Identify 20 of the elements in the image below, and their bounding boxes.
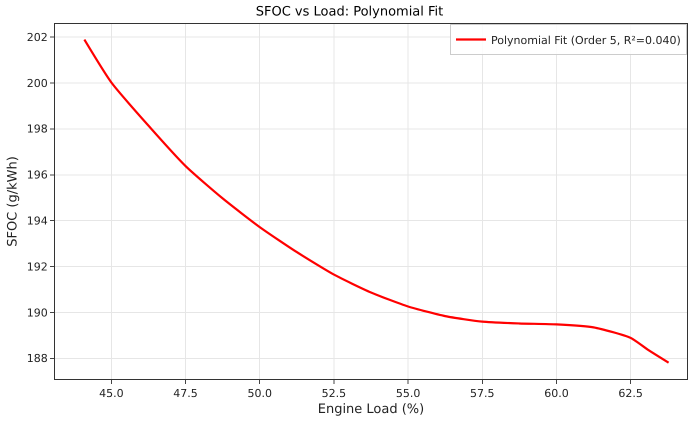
y-tick-label: 192: [26, 260, 48, 274]
y-tick-label: 188: [26, 352, 48, 366]
x-axis-title: Engine Load (%): [318, 402, 424, 417]
y-tick-label: 202: [26, 30, 48, 44]
chart-title: SFOC vs Load: Polynomial Fit: [256, 4, 444, 20]
y-tick-label: 190: [26, 306, 48, 320]
legend-label: Polynomial Fit (Order 5, R²=0.040): [491, 34, 681, 47]
x-tick-label: 47.5: [173, 387, 198, 400]
x-tick-label: 57.5: [470, 387, 495, 400]
y-tick-label: 196: [26, 168, 48, 182]
y-tick-label: 200: [26, 76, 48, 90]
y-tick-label: 198: [26, 122, 48, 136]
x-tick-label: 45.0: [99, 387, 124, 400]
y-axis-title: SFOC (g/kWh): [6, 156, 21, 247]
x-tick-label: 60.0: [544, 387, 569, 400]
x-tick-label: 50.0: [247, 387, 272, 400]
x-tick-label: 52.5: [322, 387, 346, 400]
x-tick-label: 55.0: [396, 387, 420, 400]
x-tick-label: 62.5: [618, 387, 643, 400]
y-tick-label: 194: [26, 214, 48, 228]
